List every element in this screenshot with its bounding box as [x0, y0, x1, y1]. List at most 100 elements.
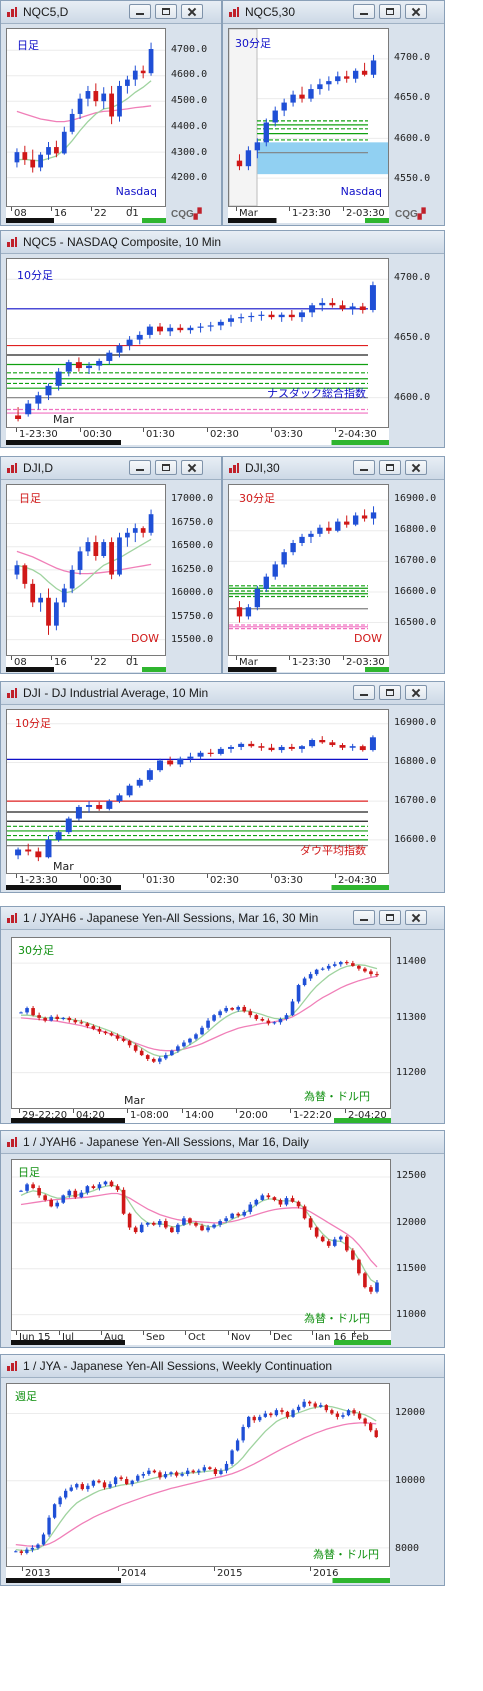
candle-body: [25, 1184, 29, 1191]
candle: [272, 1021, 277, 1025]
plot-area[interactable]: 日足 DOW: [6, 484, 166, 656]
time-axis[interactable]: Mar 1-23:30 2-03:30: [228, 207, 389, 223]
time-axis[interactable]: Jun 15 Jul Aug Sep Oct Nov Dec Jan 16 Feb: [11, 1331, 391, 1345]
candle: [75, 1482, 79, 1490]
title-bar[interactable]: 1 / JYAH6 - Japanese Yen-All Sessions, M…: [1, 907, 444, 930]
title-bar[interactable]: DJI - DJ Industrial Average, 10 Min: [1, 682, 444, 705]
candle-body: [200, 1027, 204, 1035]
minimize-button[interactable]: [129, 460, 151, 475]
time-axis[interactable]: 08 16 22 01: [6, 207, 166, 223]
candle-body: [157, 1058, 162, 1062]
close-button[interactable]: [405, 910, 427, 925]
candle-body: [38, 597, 43, 603]
time-axis[interactable]: 29-22:20 04:20 1-08:00 14:00 20:00 1-22:20 2-0…: [11, 1109, 391, 1123]
candle-body: [258, 314, 265, 316]
price-axis[interactable]: 16500.0 16600.0 16700.0 16800.0 16900.0: [390, 484, 444, 656]
window-jy-daily[interactable]: 1 / JYAH6 - Japanese Yen-All Sessions, M…: [0, 1130, 445, 1348]
maximize-button[interactable]: [379, 910, 401, 925]
candle-body: [260, 1018, 265, 1021]
price-tick-label: 11000: [396, 1309, 427, 1321]
price-axis[interactable]: 16600.0 16700.0 16800.0 16900.0: [390, 709, 444, 874]
plot-area[interactable]: 10分足 ナスダック総合指数 Mar: [6, 258, 389, 428]
candle-body: [278, 746, 285, 751]
maximize-button[interactable]: [155, 4, 177, 19]
title-bar[interactable]: DJI,D: [1, 457, 221, 480]
price-axis[interactable]: 4550.0 4600.0 4650.0 4700.0: [390, 28, 444, 207]
time-axis[interactable]: Mar 1-23:30 2-03:30: [228, 656, 389, 672]
candle-body: [25, 1008, 29, 1013]
candle-body: [272, 110, 278, 123]
candle: [61, 1194, 66, 1205]
price-axis[interactable]: 15500.0 15750.0 16000.0 16250.0 16500.0 16750…: [167, 484, 221, 656]
timeframe-label: 日足: [18, 1166, 40, 1179]
candle-body: [224, 1463, 229, 1471]
candle-body: [85, 91, 91, 99]
candle-body: [194, 1222, 198, 1226]
title-bar[interactable]: DJI,30: [223, 457, 444, 480]
close-button[interactable]: [405, 685, 427, 700]
candle: [224, 1461, 229, 1474]
window-dji-10[interactable]: DJI - DJ Industrial Average, 10 Min 10分足…: [0, 681, 445, 893]
candle: [357, 964, 361, 971]
candle: [141, 1471, 145, 1479]
minimize-button[interactable]: [353, 460, 375, 475]
window-jy-weekly[interactable]: 1 / JYA - Japanese Yen-All Sessions, Wee…: [0, 1354, 445, 1586]
plot-area[interactable]: 日足 Nasdaq: [6, 28, 166, 207]
window-nq-30[interactable]: NQC5,30 30分足 Nasdaq 4550.0 4600.0 4650.0 47…: [222, 0, 445, 226]
plot-area[interactable]: 日足 為替・ドル円: [11, 1159, 391, 1331]
candle-body: [346, 1410, 351, 1416]
price-axis[interactable]: 4600.0 4650.0 4700.0: [390, 258, 444, 428]
candle-body: [43, 1017, 47, 1021]
window-nq-daily[interactable]: NQC5,D 日足 Nasdaq 4200.0 4300.0 4400.0 4500.…: [0, 0, 222, 226]
minimize-button[interactable]: [353, 910, 375, 925]
price-axis[interactable]: 11200 11300 11400: [392, 937, 444, 1109]
candle: [296, 1404, 301, 1413]
plot-area[interactable]: 10分足 ダウ平均指数 Mar: [6, 709, 389, 874]
price-tick-label: 12000: [395, 1406, 426, 1418]
candle-body: [308, 1218, 313, 1228]
maximize-button[interactable]: [379, 460, 401, 475]
title-bar[interactable]: NQC5 - NASDAQ Composite, 10 Min: [1, 231, 444, 254]
candle: [326, 521, 332, 534]
maximize-button[interactable]: [155, 460, 177, 475]
title-bar[interactable]: NQC5,30: [223, 1, 444, 24]
plot-area[interactable]: 30分足 Nasdaq: [228, 28, 389, 207]
plot-area[interactable]: 30分足 DOW: [228, 484, 389, 656]
close-button[interactable]: [405, 4, 427, 19]
candle-body: [290, 94, 296, 103]
time-axis[interactable]: 1-23:30 00:30 01:30 02:30 03:30 2-04:30: [6, 428, 389, 445]
time-tick-label: 1-08:00: [130, 1110, 169, 1121]
window-dji-30[interactable]: DJI,30 30分足 DOW 16500.0 16600.0 16700.0 168…: [222, 456, 445, 674]
title-bar[interactable]: 1 / JYAH6 - Japanese Yen-All Sessions, M…: [1, 1131, 444, 1154]
plot-area[interactable]: 30分足 為替・ドル円 Mar: [11, 937, 391, 1109]
minimize-button[interactable]: [353, 685, 375, 700]
maximize-button[interactable]: [379, 685, 401, 700]
price-axis[interactable]: 11000 11500 12000 12500: [392, 1159, 444, 1331]
window-dji-daily[interactable]: DJI,D 日足 DOW 15500.0 15750.0 16000.0 16250.…: [0, 456, 222, 674]
maximize-button[interactable]: [379, 4, 401, 19]
candle-body: [268, 314, 275, 318]
candle: [132, 65, 138, 86]
candle-body: [163, 1474, 168, 1478]
close-button[interactable]: [181, 460, 203, 475]
title-bar[interactable]: 1 / JYA - Japanese Yen-All Sessions, Wee…: [1, 1355, 444, 1378]
candle-body: [236, 1213, 241, 1216]
close-button[interactable]: [181, 4, 203, 19]
candle-body: [55, 832, 62, 840]
candle-body: [75, 362, 82, 369]
title-bar[interactable]: NQC5,D: [1, 1, 221, 24]
candle: [125, 75, 130, 94]
window-nq-10[interactable]: NQC5 - NASDAQ Composite, 10 Min 10分足 ナスダ…: [0, 230, 445, 448]
time-axis[interactable]: 2013 2014 2015 2016: [6, 1567, 390, 1583]
price-axis[interactable]: 4200.0 4300.0 4400.0 4500.0 4600.0 4700.0: [167, 28, 221, 207]
plot-area[interactable]: 週足 為替・ドル円: [6, 1383, 390, 1567]
minimize-button[interactable]: [353, 4, 375, 19]
minimize-button[interactable]: [129, 4, 151, 19]
price-axis[interactable]: 8000 10000 12000: [391, 1383, 444, 1567]
time-axis[interactable]: 08 16 22 01: [6, 656, 166, 672]
window-jy-30[interactable]: 1 / JYAH6 - Japanese Yen-All Sessions, M…: [0, 906, 445, 1124]
close-button[interactable]: [405, 460, 427, 475]
time-axis[interactable]: 1-23:30 00:30 01:30 02:30 03:30 2-04:30: [6, 874, 389, 890]
candle-body: [206, 1020, 210, 1028]
candle: [254, 1013, 259, 1021]
